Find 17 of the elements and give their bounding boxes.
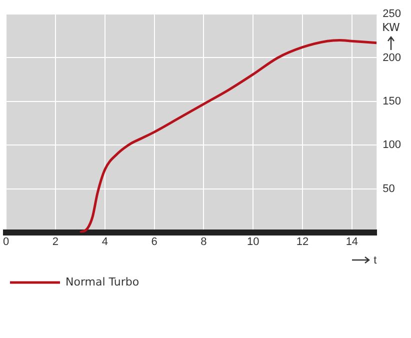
x-tick-label: 14 [346, 236, 358, 248]
y-tick-label: 50 [382, 182, 395, 195]
legend-label: Normal Turbo [66, 275, 140, 288]
x-axis-title: t [374, 254, 377, 266]
y-tick-label: 150 [382, 95, 402, 108]
x-tick-label: 4 [102, 236, 108, 248]
y-axis-title: KW [382, 20, 400, 34]
x-tick-label: 10 [246, 236, 260, 248]
y-tick-label: 200 [382, 52, 402, 64]
x-tick-label: 12 [296, 236, 309, 248]
x-tick-label: 6 [151, 236, 158, 248]
x-tick-label: 2 [52, 236, 59, 248]
x-tick-label: 8 [200, 236, 207, 248]
y-tick-label: 250 [382, 8, 402, 20]
line-series [78, 38, 377, 233]
y-tick-label: 100 [382, 139, 402, 152]
x-tick-label: 0 [2, 236, 10, 248]
